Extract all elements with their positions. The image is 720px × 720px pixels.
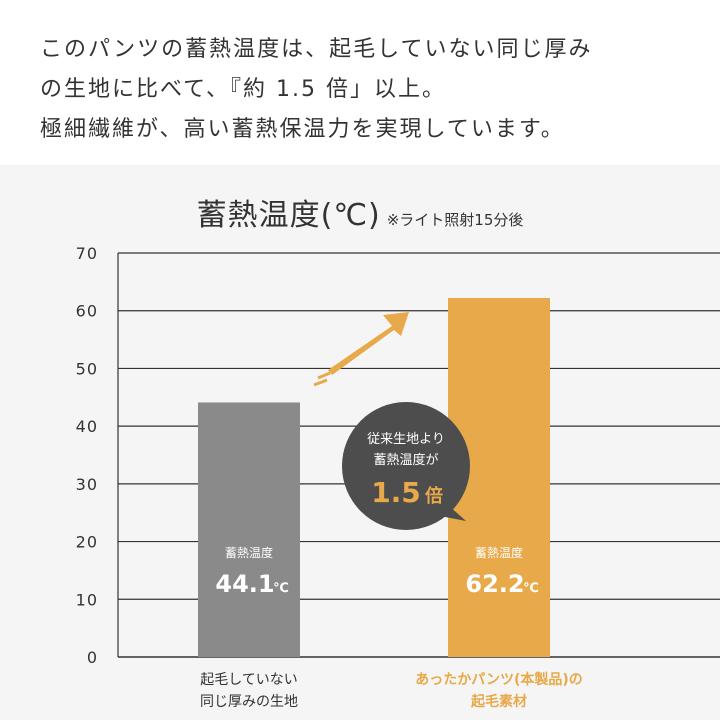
category-label: あったかパンツ(本製品)の bbox=[415, 671, 583, 688]
y-tick-label: 60 bbox=[76, 302, 98, 321]
bar-value-label: 44.1 bbox=[215, 570, 274, 598]
y-tick-label: 70 bbox=[76, 244, 98, 263]
callout-line1: 従来生地より bbox=[367, 432, 445, 447]
bar-unit-label: ℃ bbox=[523, 581, 539, 596]
bar bbox=[198, 402, 300, 657]
intro-line: の生地に比べて、『約 1.5 倍」以上。 bbox=[40, 77, 446, 102]
bar-unit-label: ℃ bbox=[273, 581, 289, 596]
chart-title: 蓄熱温度(℃) ※ライト照射15分後 bbox=[0, 190, 720, 234]
y-tick-label: 50 bbox=[76, 359, 98, 378]
callout-line2: 蓄熱温度が bbox=[373, 452, 438, 468]
y-tick-label: 20 bbox=[76, 533, 98, 552]
growth-arrow-icon bbox=[328, 312, 409, 375]
callout-bubble bbox=[342, 402, 470, 530]
category-label: 起毛素材 bbox=[470, 693, 527, 710]
category-label: 同じ厚みの生地 bbox=[200, 694, 298, 710]
callout-value: 1.5 bbox=[371, 476, 421, 509]
intro-line: 極細繊維が、高い蓄熱保温力を実現しています。 bbox=[40, 117, 565, 142]
y-tick-label: 40 bbox=[76, 417, 98, 436]
intro-line: このパンツの蓄熱温度は、起毛していない同じ厚み bbox=[40, 37, 593, 62]
growth-arrow-tail-stripe bbox=[313, 378, 328, 387]
y-tick-label: 30 bbox=[76, 475, 98, 494]
bar-label-title: 蓄熱温度 bbox=[225, 545, 273, 560]
category-label: 起毛していない bbox=[200, 672, 298, 688]
bar-label-title: 蓄熱温度 bbox=[475, 545, 523, 560]
y-tick-label: 0 bbox=[87, 648, 98, 667]
callout-tail bbox=[440, 505, 466, 521]
bar-value-label: 62.2 bbox=[465, 570, 524, 598]
growth-arrow-tail-stripe bbox=[317, 371, 331, 380]
chart-subtitle: ※ライト照射15分後 bbox=[386, 211, 524, 229]
chart-title-main: 蓄熱温度(℃) bbox=[196, 198, 381, 233]
intro-text: このパンツの蓄熱温度は、起毛していない同じ厚み の生地に比べて、『約 1.5 倍… bbox=[40, 30, 710, 150]
y-tick-label: 10 bbox=[76, 590, 98, 609]
callout-suffix: 倍 bbox=[425, 485, 443, 507]
